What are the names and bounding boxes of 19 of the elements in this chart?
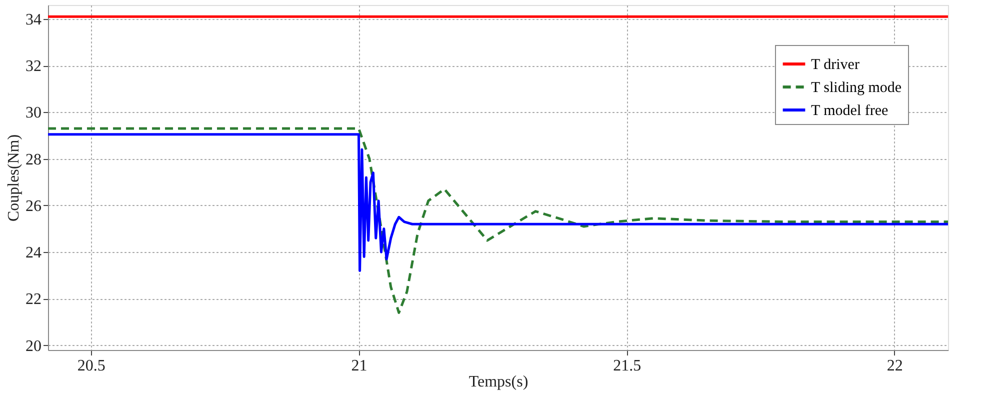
legend-label: T model free xyxy=(811,103,889,119)
x-tick-label: 21 xyxy=(351,358,368,374)
legend-label: T driver xyxy=(811,57,860,73)
y-tick-label: 34 xyxy=(26,11,42,28)
line-series xyxy=(48,127,948,314)
y-tick-label: 22 xyxy=(26,291,42,308)
x-tick-label: 20.5 xyxy=(77,358,106,374)
y-tick-label: 30 xyxy=(26,104,42,122)
y-axis-title: Couples(Nm) xyxy=(6,134,22,222)
legend-label: T sliding mode xyxy=(811,80,902,96)
y-tick-label: 26 xyxy=(26,198,42,215)
x-axis-title: Temps(s) xyxy=(468,374,528,390)
x-tick-label: 21.5 xyxy=(613,358,642,374)
y-tick-label: 32 xyxy=(26,58,42,76)
y-tick-label: 28 xyxy=(26,151,42,168)
x-tick-label: 22 xyxy=(886,358,903,374)
y-tick-label: 24 xyxy=(26,244,42,262)
y-tick-label: 20 xyxy=(26,338,42,355)
line-series xyxy=(48,133,948,272)
